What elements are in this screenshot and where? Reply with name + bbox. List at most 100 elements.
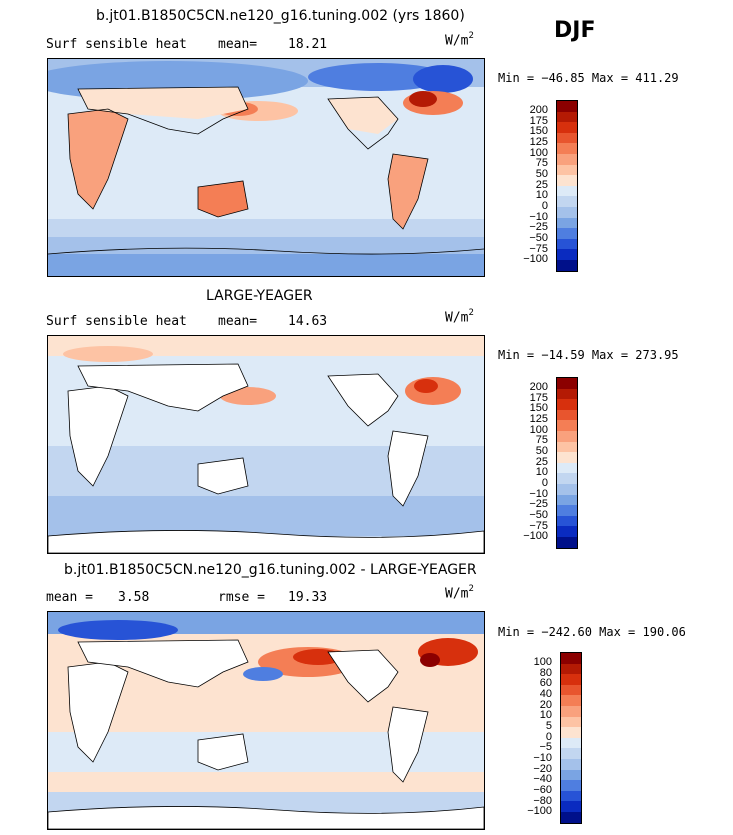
colorbar-swatch: [557, 238, 577, 250]
colorbar-label: −50: [529, 509, 548, 521]
colorbar-label: −25: [529, 221, 548, 233]
colorbar-label: −100: [523, 530, 548, 542]
colorbar-swatch: [561, 737, 581, 749]
panel3-units: W/m2: [445, 584, 474, 602]
colorbar-label: −40: [533, 773, 552, 785]
colorbar-label: 125: [529, 413, 548, 425]
colorbar-swatch: [557, 536, 577, 548]
colorbar-label: −100: [523, 253, 548, 265]
colorbar-swatch: [557, 452, 577, 463]
panel2-variable: Surf sensible heat: [46, 314, 187, 329]
panel2-units: W/m2: [445, 308, 474, 326]
colorbar-swatch: [557, 388, 577, 400]
colorbar-swatch: [557, 217, 577, 229]
panel3-colorbar: [560, 652, 582, 824]
panel3-mean-label: mean =: [46, 590, 93, 605]
colorbar-label: 150: [529, 402, 548, 414]
colorbar-label: −25: [529, 498, 548, 510]
colorbar-label: 150: [529, 125, 548, 137]
colorbar-swatch: [561, 790, 581, 802]
colorbar-swatch: [557, 473, 577, 484]
panel2-map: [47, 335, 485, 554]
colorbar-swatch: [557, 399, 577, 410]
season-label: DJF: [554, 18, 596, 43]
colorbar-swatch: [557, 494, 577, 506]
colorbar-swatch: [561, 705, 581, 717]
colorbar-swatch: [557, 259, 577, 271]
colorbar-label: 200: [529, 381, 548, 393]
panel1-variable: Surf sensible heat: [46, 37, 187, 52]
panel3-map: [47, 611, 485, 830]
colorbar-label: −10: [529, 488, 548, 500]
colorbar-label: −5: [539, 741, 552, 753]
colorbar-swatch: [561, 748, 581, 759]
colorbar-label: 50: [535, 445, 548, 457]
colorbar-label: 40: [539, 688, 552, 700]
colorbar-swatch: [561, 653, 581, 664]
panel3-rmse-value: 19.33: [288, 590, 328, 605]
colorbar-label: 10: [539, 709, 552, 721]
colorbar-swatch: [561, 727, 581, 738]
colorbar-swatch: [557, 101, 577, 112]
colorbar-label: 80: [539, 667, 552, 679]
colorbar-label: 75: [535, 434, 548, 446]
colorbar-label: −75: [529, 520, 548, 532]
colorbar-label: −10: [529, 211, 548, 223]
colorbar-label: 0: [541, 200, 548, 212]
colorbar-swatch: [557, 185, 577, 197]
colorbar-swatch: [557, 430, 577, 442]
colorbar-swatch: [561, 811, 581, 823]
panel2-title: LARGE-YEAGER: [206, 288, 313, 304]
colorbar-label: 5: [545, 720, 552, 732]
colorbar-swatch: [561, 663, 581, 675]
colorbar-swatch: [557, 483, 577, 495]
panel3-title: b.jt01.B1850C5CN.ne120_g16.tuning.002 - …: [64, 562, 477, 578]
panel2-minmax: Min = −14.59 Max = 273.95: [498, 348, 679, 362]
colorbar-label: −100: [527, 805, 552, 817]
panel3-minmax: Min = −242.60 Max = 190.06: [498, 625, 686, 639]
panel1-title: b.jt01.B1850C5CN.ne120_g16.tuning.002 (y…: [96, 8, 465, 24]
colorbar-swatch: [561, 758, 581, 770]
colorbar-swatch: [557, 515, 577, 527]
colorbar-label: 200: [529, 104, 548, 116]
panel3-rmse-label: rmse =: [218, 590, 265, 605]
colorbar-swatch: [557, 175, 577, 186]
panel1-minmax: Min = −46.85 Max = 411.29: [498, 71, 679, 85]
colorbar-label: 175: [529, 115, 548, 127]
panel1-units: W/m2: [445, 31, 474, 49]
colorbar-label: 100: [529, 147, 548, 159]
panel1-mean-label: mean=: [218, 37, 258, 52]
colorbar-swatch: [557, 420, 577, 431]
panel1-mean-value: 18.21: [288, 37, 328, 52]
colorbar-label: 175: [529, 392, 548, 404]
colorbar-label: 75: [535, 157, 548, 169]
colorbar-label: 50: [535, 168, 548, 180]
colorbar-swatch: [557, 228, 577, 239]
colorbar-label: 25: [535, 179, 548, 191]
colorbar-swatch: [557, 132, 577, 144]
colorbar-label: −75: [529, 243, 548, 255]
colorbar-swatch: [561, 716, 581, 728]
colorbar-label: 20: [539, 699, 552, 711]
colorbar-label: −50: [529, 232, 548, 244]
colorbar-swatch: [557, 505, 577, 516]
colorbar-label: 60: [539, 677, 552, 689]
colorbar-label: 100: [529, 424, 548, 436]
panel1-colorbar: [556, 100, 578, 272]
colorbar-label: 125: [529, 136, 548, 148]
colorbar-label: −60: [533, 784, 552, 796]
panel2-mean-label: mean=: [218, 314, 258, 329]
colorbar-label: 10: [535, 466, 548, 478]
colorbar-swatch: [557, 462, 577, 474]
colorbar-swatch: [557, 143, 577, 154]
colorbar-swatch: [557, 164, 577, 176]
colorbar-label: 25: [535, 456, 548, 468]
colorbar-swatch: [557, 122, 577, 133]
colorbar-swatch: [561, 780, 581, 791]
panel2-mean-value: 14.63: [288, 314, 328, 329]
panel2-colorbar: [556, 377, 578, 549]
panel1-map: [47, 58, 485, 277]
colorbar-swatch: [557, 378, 577, 389]
colorbar-swatch: [561, 684, 581, 696]
colorbar-label: 100: [533, 656, 552, 668]
